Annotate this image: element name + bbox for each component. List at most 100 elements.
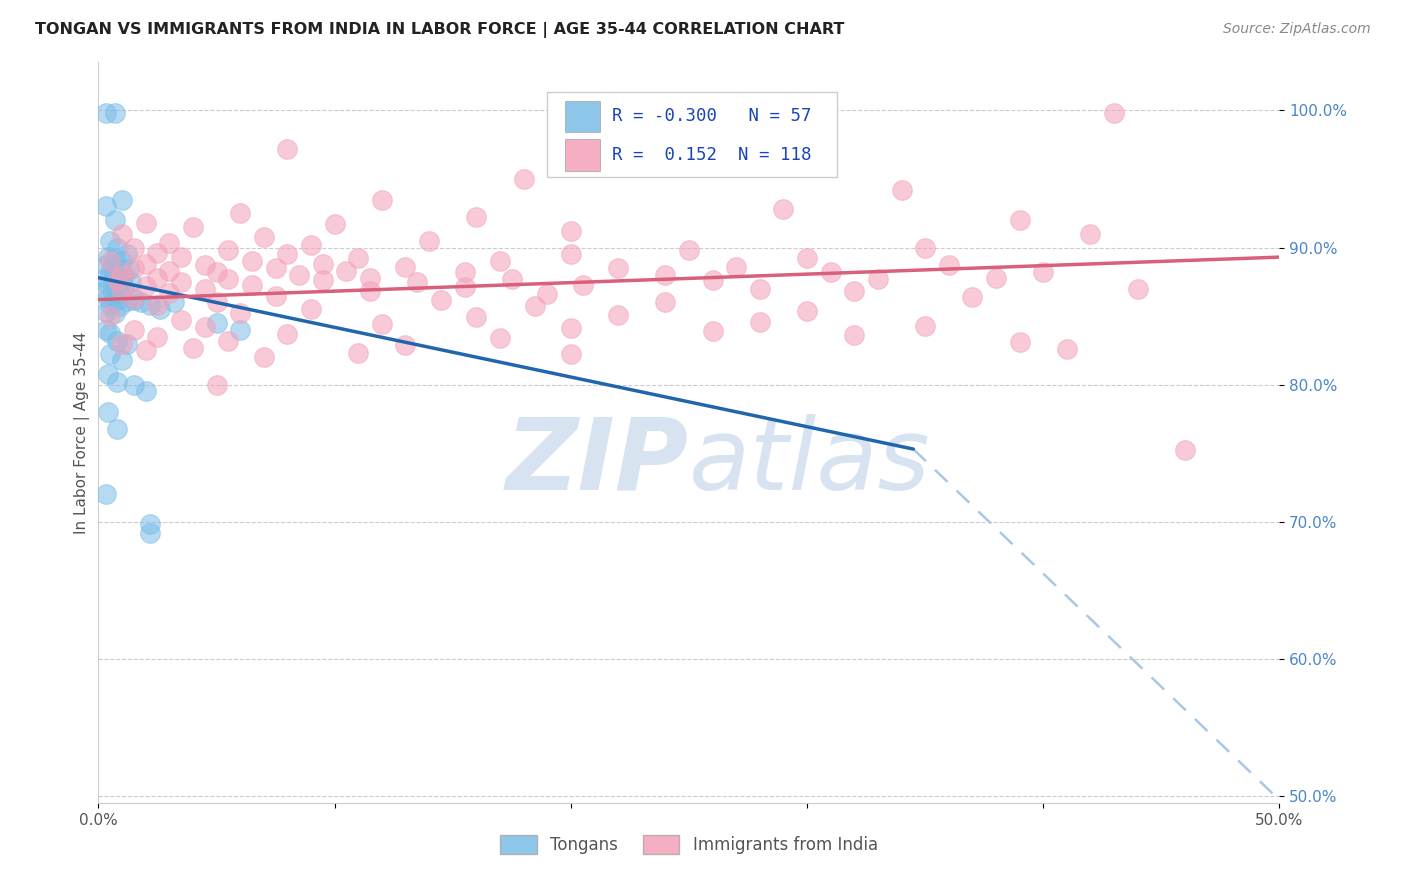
Legend: Tongans, Immigrants from India: Tongans, Immigrants from India: [494, 829, 884, 861]
Point: [122, 240, 145, 255]
Point: [105, 293, 128, 307]
Point: [181, 341, 204, 355]
Point: [501, 272, 523, 286]
Point: [524, 300, 547, 314]
Point: [105, 273, 128, 287]
Point: [406, 275, 429, 289]
Point: [122, 261, 145, 276]
Point: [104, 306, 127, 320]
Point: [146, 246, 169, 260]
Point: [98, 254, 121, 268]
Point: [101, 260, 124, 274]
Point: [276, 326, 298, 341]
FancyBboxPatch shape: [547, 92, 837, 178]
Point: [253, 229, 276, 244]
Point: [217, 244, 239, 258]
Point: [111, 268, 134, 282]
Text: atlas: atlas: [689, 414, 931, 511]
Point: [139, 525, 162, 540]
Point: [453, 280, 475, 294]
Point: [844, 285, 866, 299]
Point: [607, 308, 630, 322]
Point: [97, 405, 120, 419]
Point: [104, 279, 127, 293]
Point: [335, 264, 357, 278]
Point: [205, 295, 228, 310]
Point: [170, 313, 193, 327]
Point: [115, 293, 138, 308]
Text: ZIP: ZIP: [506, 414, 689, 511]
Point: [94, 106, 117, 120]
Point: [135, 384, 157, 399]
Point: [394, 260, 416, 274]
Point: [489, 254, 512, 268]
Point: [121, 275, 143, 289]
Point: [181, 219, 204, 234]
Point: [108, 261, 131, 276]
Point: [465, 211, 488, 225]
Point: [914, 318, 936, 333]
Point: [299, 302, 322, 317]
Point: [111, 285, 134, 299]
Point: [890, 183, 912, 197]
Point: [1008, 213, 1031, 227]
Point: [157, 236, 180, 251]
Point: [122, 377, 145, 392]
Point: [796, 303, 818, 318]
Point: [654, 268, 676, 282]
Point: [796, 252, 818, 266]
Point: [725, 260, 748, 274]
Point: [1126, 282, 1149, 296]
Point: [118, 262, 141, 277]
Point: [98, 347, 121, 361]
Point: [772, 202, 794, 216]
Point: [630, 147, 652, 161]
Point: [122, 323, 145, 337]
Point: [1032, 265, 1054, 279]
Point: [139, 517, 162, 532]
Point: [105, 267, 128, 281]
Point: [97, 367, 120, 381]
Point: [163, 295, 186, 310]
Point: [111, 254, 134, 268]
Point: [607, 261, 630, 276]
Point: [359, 285, 381, 299]
Point: [105, 334, 128, 348]
Point: [98, 309, 121, 323]
Point: [323, 217, 346, 231]
Point: [678, 244, 700, 258]
Point: [98, 298, 121, 312]
Point: [122, 293, 145, 307]
Point: [914, 240, 936, 255]
Point: [108, 287, 131, 301]
Point: [465, 310, 488, 325]
Text: TONGAN VS IMMIGRANTS FROM INDIA IN LABOR FORCE | AGE 35-44 CORRELATION CHART: TONGAN VS IMMIGRANTS FROM INDIA IN LABOR…: [35, 22, 845, 38]
Point: [654, 295, 676, 310]
Point: [122, 291, 145, 305]
Point: [104, 213, 127, 227]
Point: [94, 487, 117, 501]
Point: [702, 324, 724, 338]
Point: [347, 252, 370, 266]
Point: [111, 336, 134, 351]
Point: [146, 298, 169, 312]
Point: [205, 316, 228, 330]
Point: [571, 277, 593, 292]
Point: [1102, 106, 1125, 120]
Point: [1056, 342, 1078, 356]
Text: Source: ZipAtlas.com: Source: ZipAtlas.com: [1223, 22, 1371, 37]
Point: [1008, 335, 1031, 350]
Point: [312, 257, 335, 271]
Point: [536, 287, 558, 301]
Point: [139, 298, 162, 312]
Point: [94, 323, 117, 337]
Point: [170, 275, 193, 289]
Point: [217, 334, 239, 348]
Point: [240, 277, 263, 292]
Point: [194, 282, 217, 296]
Point: [229, 306, 252, 320]
Point: [560, 347, 582, 361]
Point: [264, 261, 287, 276]
Point: [1174, 443, 1197, 458]
Point: [146, 270, 169, 285]
